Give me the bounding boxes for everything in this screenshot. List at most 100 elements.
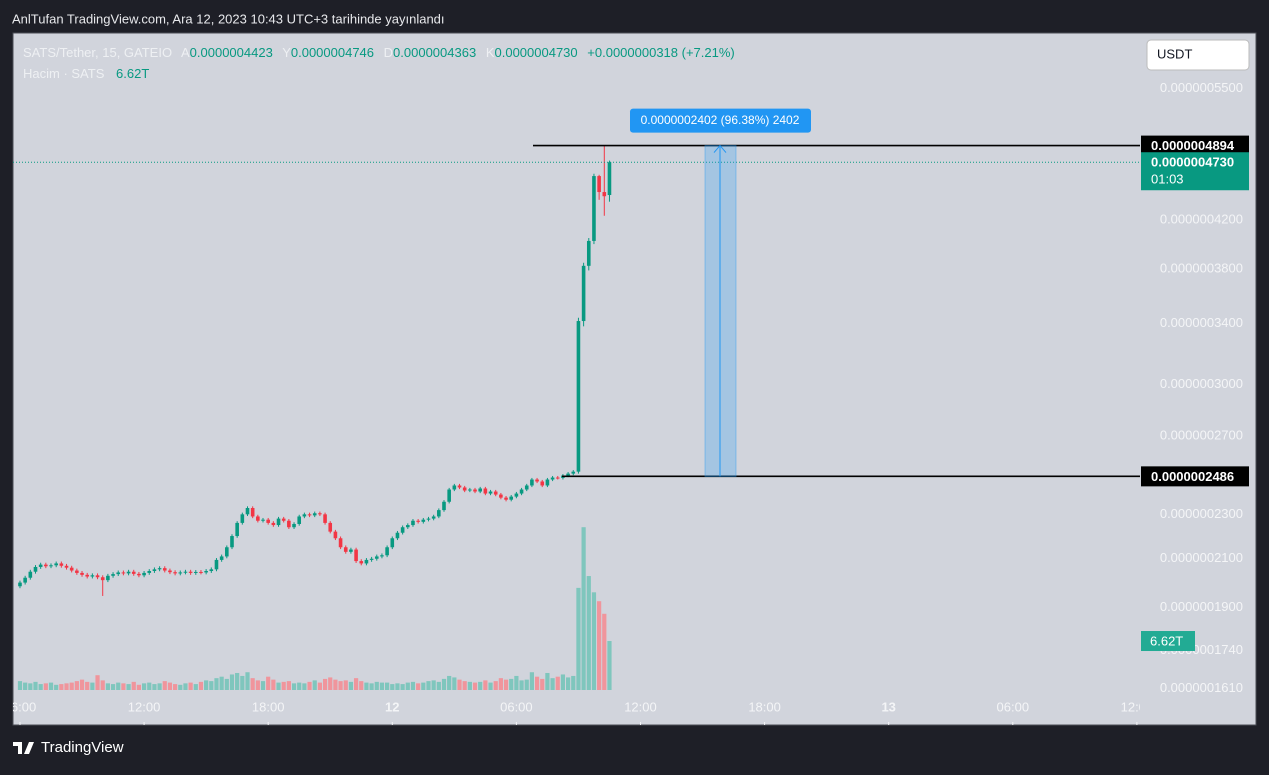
x-tick-label: 06:00 xyxy=(997,699,1030,714)
countdown: 01:03 xyxy=(1151,172,1184,187)
x-tick-label: 18:00 xyxy=(252,699,285,714)
volume-bar xyxy=(214,678,219,690)
volume-bar xyxy=(297,682,302,690)
candle-body xyxy=(400,527,405,533)
x-tick-label: 13 xyxy=(881,699,895,714)
candle-body xyxy=(602,192,607,197)
volume-bar xyxy=(38,684,43,690)
candle-body xyxy=(390,538,395,548)
measure-label: 0.0000002402 (96.38%) 2402 xyxy=(641,113,800,127)
candle-body xyxy=(504,497,508,500)
currency-button-label[interactable]: USDT xyxy=(1157,46,1192,61)
candle-body xyxy=(607,162,612,196)
candle-body xyxy=(297,516,302,524)
candle-body xyxy=(261,519,265,521)
volume-bar xyxy=(173,684,178,690)
volume-bar xyxy=(467,681,472,690)
volume-bar xyxy=(472,682,478,690)
candle-body xyxy=(235,522,239,537)
volume-bar xyxy=(379,682,385,690)
volume-bar xyxy=(235,672,240,690)
candle-body xyxy=(271,522,276,526)
volume-bar xyxy=(229,674,235,690)
brand-logo: TradingView xyxy=(13,739,124,756)
volume-bar xyxy=(74,681,79,690)
volume-bar xyxy=(317,682,322,690)
volume-bar xyxy=(302,683,307,690)
candle-body xyxy=(555,477,560,479)
volume-bar xyxy=(560,674,566,690)
candle-body xyxy=(168,570,172,573)
currency-button[interactable] xyxy=(1146,39,1250,71)
candle-body xyxy=(437,510,441,517)
candle-body xyxy=(199,571,203,573)
candle-body xyxy=(535,479,539,482)
candle-body xyxy=(359,561,364,564)
candle-body xyxy=(131,571,136,574)
volume-bar xyxy=(395,683,400,690)
y-tick-label: 0.0000003800 xyxy=(1160,261,1243,276)
volume-bar xyxy=(488,682,493,690)
volume-bar xyxy=(426,681,431,690)
candle-body xyxy=(405,525,410,528)
candle-body xyxy=(111,574,115,576)
candle-body xyxy=(54,563,58,566)
price-line-tag xyxy=(1141,135,1249,156)
candle-body xyxy=(566,473,570,476)
volume-bar xyxy=(359,681,364,690)
candle-body xyxy=(514,493,519,497)
candle-body xyxy=(499,494,503,498)
volume-bar xyxy=(141,683,147,690)
volume-bar xyxy=(322,678,328,690)
candle-body xyxy=(385,547,389,556)
volume-bar xyxy=(607,641,612,690)
volume-bar xyxy=(581,527,586,690)
candle-body xyxy=(183,571,188,573)
volume-bar xyxy=(152,684,157,690)
volume-bar xyxy=(240,675,245,690)
volume-bar xyxy=(28,683,33,690)
candle-body xyxy=(328,522,333,532)
volume-bar xyxy=(571,675,576,690)
y-tick-label: 0.0000002300 xyxy=(1160,506,1243,521)
volume-bar xyxy=(17,681,23,690)
volume-bar xyxy=(410,681,416,690)
volume-bar xyxy=(540,678,545,690)
x-tick-label: 12:00 xyxy=(624,699,657,714)
volume-bar xyxy=(498,678,503,690)
y-tick-label: 0.0000004200 xyxy=(1160,212,1243,227)
candle-body xyxy=(75,570,79,573)
candle-body xyxy=(209,569,214,572)
candle-body xyxy=(28,571,33,578)
candle-body xyxy=(219,556,224,560)
volume-bar xyxy=(509,678,514,690)
measure-label-box xyxy=(630,108,811,133)
candle-body xyxy=(121,572,126,574)
candle-body xyxy=(245,508,250,515)
x-tick-label: 12 xyxy=(385,699,399,714)
candle-body xyxy=(488,491,493,494)
candle-body xyxy=(416,520,420,522)
y-tick-label: 0.0000001900 xyxy=(1160,599,1243,614)
symbol: SATS/Tether, 15, GATEIO xyxy=(23,45,172,60)
volume-bar xyxy=(126,684,131,690)
candle-body xyxy=(524,485,529,490)
volume-bar xyxy=(534,676,540,690)
candle-body xyxy=(302,514,307,517)
measure-arrowhead xyxy=(713,144,727,153)
volume-bar xyxy=(597,601,602,690)
volume-bar xyxy=(441,678,447,690)
ohlc-value: 0.0000004746 xyxy=(291,45,374,60)
volume-bar xyxy=(162,681,167,690)
volume-bar xyxy=(271,679,276,690)
candle-body xyxy=(338,538,343,548)
candle-body xyxy=(571,471,576,474)
ohlc-value: 0.0000004423 xyxy=(190,45,273,60)
candle-body xyxy=(364,559,369,564)
candle-body xyxy=(38,564,43,567)
volume-bar xyxy=(167,682,173,690)
ohlc-label: A xyxy=(181,45,190,60)
volume-bar xyxy=(266,676,271,690)
candle-body xyxy=(178,572,183,574)
